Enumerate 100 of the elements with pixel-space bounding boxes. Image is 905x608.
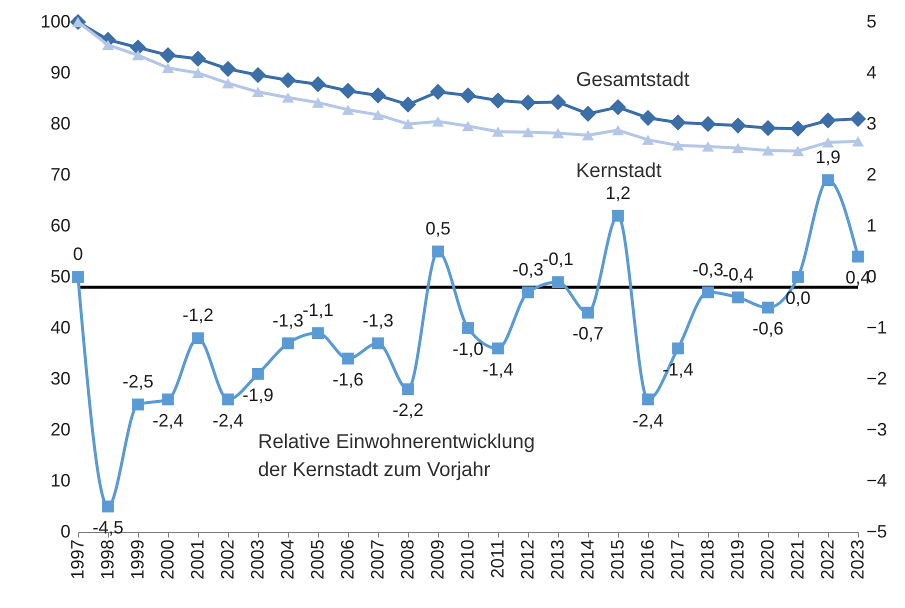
point — [792, 146, 804, 156]
data-label: -1,0 — [452, 339, 484, 359]
point — [132, 50, 144, 60]
x-tick-label: 2001 — [188, 540, 208, 580]
data-label: -1,3 — [362, 310, 394, 330]
point — [400, 96, 416, 113]
point — [582, 306, 594, 319]
data-label: 0 — [72, 244, 84, 264]
series-label: Gesamtstadt — [576, 68, 690, 91]
point — [220, 60, 236, 77]
data-label: -1,6 — [332, 370, 364, 390]
point — [402, 118, 414, 130]
data-label: 0,5 — [425, 218, 451, 238]
data-label: -1,9 — [242, 384, 274, 405]
x-tick-label: 2014 — [578, 540, 598, 580]
point — [582, 130, 594, 140]
point — [672, 140, 684, 151]
point — [190, 50, 206, 67]
point — [762, 145, 774, 156]
x-tick-label: 2000 — [158, 540, 178, 580]
x-tick-label: 2021 — [788, 540, 808, 580]
point — [852, 250, 864, 263]
point — [432, 116, 444, 127]
x-tick-label: 2005 — [308, 540, 328, 580]
y-tick-label: 60 — [50, 216, 70, 236]
y2-tick-label: 1 — [866, 216, 877, 236]
point — [342, 352, 354, 365]
point — [792, 271, 804, 283]
data-label: 0,4 — [845, 268, 871, 288]
point — [492, 126, 504, 137]
point — [162, 62, 174, 74]
x-tick-label: 2023 — [848, 540, 868, 580]
x-tick-label: 2016 — [638, 540, 658, 580]
data-label: 1,2 — [605, 182, 631, 203]
data-label: -0,7 — [572, 324, 604, 344]
series-label: Kernstadt — [576, 160, 662, 182]
point — [462, 322, 474, 334]
data-label: -2,5 — [122, 372, 154, 392]
point — [702, 286, 714, 298]
data-label: -1,4 — [482, 359, 514, 380]
x-tick-label: 2008 — [398, 540, 418, 580]
point — [700, 116, 716, 132]
point — [580, 106, 596, 122]
x-tick-label: 2011 — [488, 540, 508, 578]
point — [642, 393, 654, 406]
data-label: -0,4 — [722, 264, 754, 284]
annotation: Relative Einwohnerentwicklung der Kernstadt zum Vorjahr — [258, 431, 535, 481]
data-label: -0,6 — [752, 318, 784, 339]
point — [612, 124, 624, 136]
point — [520, 94, 536, 111]
point — [310, 76, 326, 92]
data-label: -2,2 — [392, 400, 424, 420]
point — [162, 393, 174, 406]
y2-tick-label: −2 — [866, 368, 888, 388]
point — [550, 94, 566, 110]
x-tick-label: 1999 — [128, 540, 148, 580]
x-tick-label: 2010 — [458, 540, 478, 580]
point — [820, 112, 836, 128]
point — [822, 174, 834, 186]
point — [762, 302, 774, 314]
y-tick-label: 100 — [40, 12, 70, 32]
point — [312, 97, 324, 108]
point — [372, 337, 384, 350]
point — [790, 120, 806, 137]
y-tick-label: 80 — [50, 114, 70, 134]
point — [252, 368, 264, 380]
y-tick-label: 40 — [50, 318, 70, 338]
y2-tick-label: 5 — [866, 12, 877, 32]
point — [342, 104, 354, 115]
point — [852, 136, 864, 146]
data-label: -4,5 — [92, 518, 124, 538]
x-tick-label: 1998 — [98, 540, 118, 580]
point — [552, 128, 564, 138]
data-label: 1,9 — [815, 147, 841, 168]
point — [250, 66, 266, 84]
data-label: -0,3 — [512, 259, 544, 280]
point — [312, 327, 324, 340]
data-label: -0,1 — [542, 249, 574, 270]
point — [160, 47, 176, 64]
point — [610, 99, 626, 116]
point — [432, 246, 444, 258]
x-tick-label: 2019 — [728, 540, 748, 580]
y2-tick-label: −3 — [866, 420, 888, 440]
point — [522, 286, 534, 298]
y2-tick-label: −4 — [866, 470, 888, 490]
data-label: -2,4 — [152, 410, 184, 430]
x-tick-label: 2017 — [668, 540, 688, 580]
y-tick-label: 70 — [50, 164, 70, 184]
x-tick-label: 2009 — [428, 540, 448, 580]
y-tick-label: 0 — [60, 522, 70, 542]
point — [552, 276, 564, 288]
y2-tick-label: 4 — [866, 62, 877, 82]
x-tick-label: 2013 — [548, 540, 568, 580]
y-tick-label: 90 — [50, 62, 70, 82]
x-tick-label: 2003 — [248, 540, 268, 580]
point — [760, 120, 776, 136]
y-tick-label: 10 — [50, 470, 70, 490]
point — [252, 86, 264, 97]
x-tick-label: 2006 — [338, 540, 358, 580]
x-tick-label: 2018 — [698, 540, 718, 580]
